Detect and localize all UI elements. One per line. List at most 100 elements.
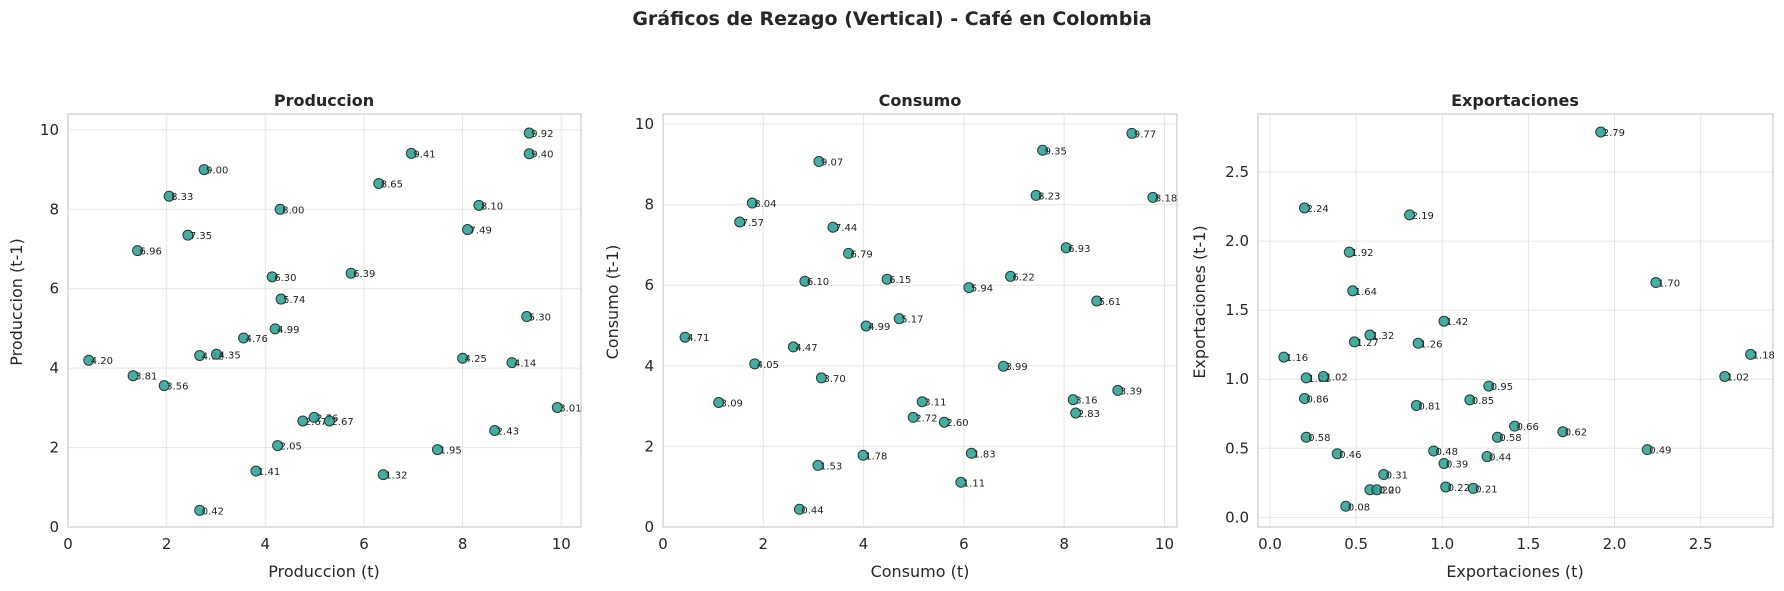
data-point xyxy=(1481,451,1493,463)
point-label: 8.23 xyxy=(1038,191,1060,202)
data-point xyxy=(506,357,518,369)
data-point xyxy=(857,449,869,461)
data-point xyxy=(1348,336,1360,348)
point-label: 0.21 xyxy=(1475,484,1497,495)
data-point xyxy=(1091,295,1103,307)
data-point xyxy=(1557,426,1569,438)
point-label: 3.56 xyxy=(166,382,188,393)
axes-frame xyxy=(67,113,582,528)
data-point xyxy=(793,503,805,515)
data-point xyxy=(523,148,535,160)
point-label: 1.11 xyxy=(963,478,985,489)
point-label: 5.74 xyxy=(283,295,305,306)
point-label: 0.20 xyxy=(1372,486,1394,497)
point-label: 2.43 xyxy=(497,427,519,438)
point-label: 1.02 xyxy=(1727,372,1749,383)
y-axis-label: Consumo (t-1) xyxy=(603,245,622,360)
point-label: 4.25 xyxy=(465,354,487,365)
point-label: 0.20 xyxy=(1379,486,1401,497)
y-tick-label: 8 xyxy=(49,200,59,218)
data-point xyxy=(1347,285,1359,297)
point-label: 5.61 xyxy=(1099,297,1121,308)
data-point xyxy=(523,127,535,139)
point-label: 1.18 xyxy=(1753,350,1775,361)
point-label: 0.58 xyxy=(1499,433,1521,444)
figure-title: Gráficos de Rezago (Vertical) - Café en … xyxy=(632,8,1151,30)
data-point xyxy=(1317,370,1329,382)
plot-area: 0 2 4 6 8 10 0 2 4 6 8 10 4.71 3.09 7.57 8.04 4.05 4.47 0.… xyxy=(635,113,1178,553)
data-point xyxy=(827,221,839,233)
x-tick-label: 10 xyxy=(1155,535,1174,553)
y-tick-label: 4 xyxy=(49,359,59,377)
data-point xyxy=(1060,242,1072,254)
point-label: 9.40 xyxy=(531,150,553,161)
data-point xyxy=(250,465,262,477)
data-point xyxy=(799,275,811,287)
data-point xyxy=(308,411,320,423)
data-point xyxy=(132,245,144,257)
data-point xyxy=(83,354,95,366)
data-point xyxy=(1440,481,1452,493)
data-point xyxy=(1404,209,1416,221)
data-point xyxy=(182,229,194,241)
point-label: 8.65 xyxy=(381,179,403,190)
data-point xyxy=(210,348,222,360)
data-point xyxy=(1147,191,1159,203)
point-label: 2.67 xyxy=(331,417,353,428)
x-tick-label: 1.5 xyxy=(1516,535,1540,553)
data-point xyxy=(158,380,170,392)
point-label: 0.44 xyxy=(801,505,823,516)
panel-title: Produccion xyxy=(274,91,374,110)
point-label: 2.24 xyxy=(1307,204,1329,215)
data-point xyxy=(266,271,278,283)
point-label: 0.95 xyxy=(1491,382,1513,393)
data-point xyxy=(1650,277,1662,289)
point-label: 3.81 xyxy=(135,372,157,383)
data-point xyxy=(916,396,928,408)
point-label: 0.08 xyxy=(1348,502,1370,513)
point-label: 9.00 xyxy=(206,166,228,177)
data-point xyxy=(1278,351,1290,363)
x-tick-label: 2 xyxy=(759,535,769,553)
point-label: 0.42 xyxy=(202,506,224,517)
x-tick-label: 6 xyxy=(359,535,369,553)
data-point xyxy=(431,444,443,456)
point-label: 0.86 xyxy=(1307,395,1329,406)
point-label: 9.35 xyxy=(1045,146,1067,157)
point-label: 6.22 xyxy=(1013,272,1035,283)
x-tick-label: 10 xyxy=(552,535,571,553)
point-label: 1.27 xyxy=(1356,338,1378,349)
data-point xyxy=(1378,469,1390,481)
data-point xyxy=(462,224,474,236)
data-point xyxy=(938,416,950,428)
point-label: 8.10 xyxy=(481,201,503,212)
point-label: 6.30 xyxy=(274,273,296,284)
data-point xyxy=(551,401,563,413)
panel-title: Consumo xyxy=(879,91,962,110)
point-label: 6.15 xyxy=(889,275,911,286)
point-label: 4.14 xyxy=(514,359,536,370)
data-point xyxy=(907,411,919,423)
point-label: 2.60 xyxy=(946,418,968,429)
data-point xyxy=(377,469,389,481)
data-point xyxy=(1070,407,1082,419)
data-point xyxy=(1331,448,1343,460)
data-point xyxy=(269,323,281,335)
data-point xyxy=(1464,394,1476,406)
y-axis-label: Produccion (t-1) xyxy=(7,238,26,365)
data-point xyxy=(1467,482,1479,494)
data-point xyxy=(1364,329,1376,341)
x-tick-label: 2 xyxy=(162,535,172,553)
data-point xyxy=(1438,457,1450,469)
y-tick-label: 2 xyxy=(644,437,654,455)
data-point xyxy=(1595,126,1607,138)
point-label: 6.10 xyxy=(807,277,829,288)
point-label: 0.66 xyxy=(1517,422,1539,433)
point-label: 0.81 xyxy=(1418,401,1440,412)
point-label: 1.83 xyxy=(973,449,995,460)
x-tick-label: 2.0 xyxy=(1603,535,1627,553)
point-label: 1.32 xyxy=(1372,331,1394,342)
point-label: 9.77 xyxy=(1134,129,1156,140)
data-point xyxy=(1126,127,1138,139)
data-point xyxy=(860,320,872,332)
